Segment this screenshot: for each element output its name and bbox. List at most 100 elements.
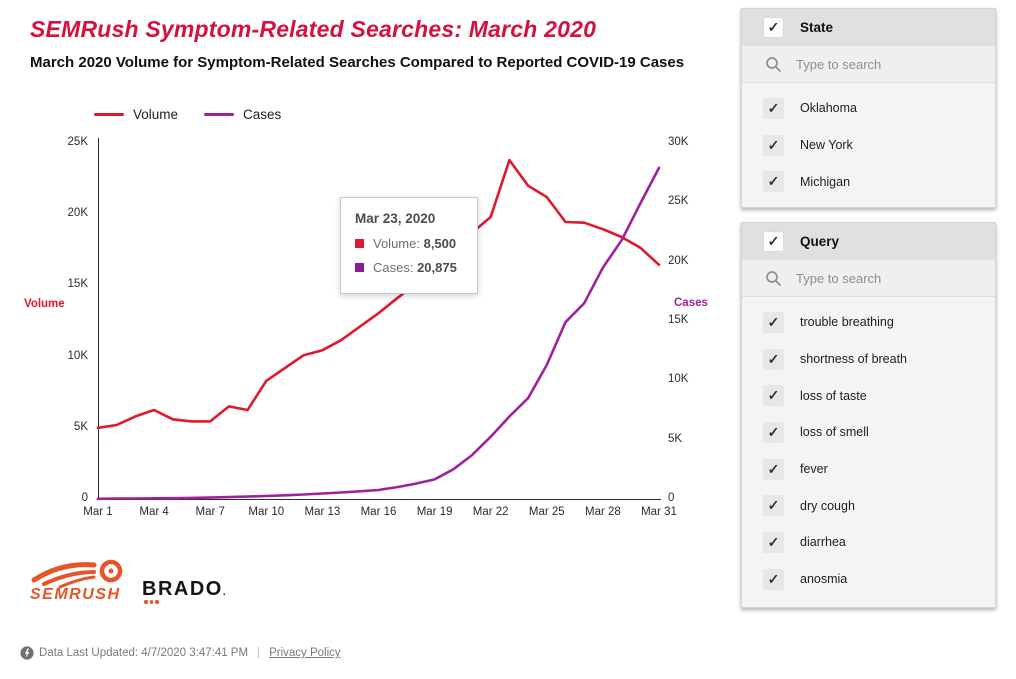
state-search-input[interactable] <box>796 56 966 72</box>
footer-separator: | <box>257 647 261 659</box>
checkbox-checked-icon[interactable]: ✓ <box>763 531 784 553</box>
x-axis-tick: Mar 19 <box>416 506 453 518</box>
filter-query-search[interactable] <box>742 260 995 297</box>
filter-item-diarrhea[interactable]: ✓ diarrhea <box>742 524 995 561</box>
filter-item-Michigan[interactable]: ✓ Michigan <box>742 163 995 200</box>
brado-period: . <box>222 587 228 598</box>
filter-item-Oklahoma[interactable]: ✓ Oklahoma <box>742 90 995 127</box>
x-axis-tick: Mar 13 <box>304 506 341 518</box>
filter-panel-state: ✓ State ✓ Oklahoma ✓ New York ✓ Michigan <box>741 8 996 208</box>
query-search-input[interactable] <box>796 270 966 286</box>
filter-item-label: dry cough <box>800 498 855 513</box>
privacy-policy-link[interactable]: Privacy Policy <box>269 647 341 659</box>
filter-item-loss-of-smell[interactable]: ✓ loss of smell <box>742 414 995 451</box>
x-axis-tick: Mar 22 <box>472 506 509 518</box>
x-axis-tick: Mar 10 <box>248 506 285 518</box>
brado-wordmark: BRADO <box>142 578 223 600</box>
y-axis-right-tick: 5K <box>668 432 683 445</box>
filter-item-label: Oklahoma <box>800 101 857 116</box>
brado-logo: BRADO. <box>142 578 228 604</box>
checkbox-checked-icon[interactable]: ✓ <box>763 568 784 590</box>
tooltip-measure: Cases: 20,875 <box>373 260 457 275</box>
y-axis-right-tick: 10K <box>668 373 689 386</box>
tooltip-date: Mar 23, 2020 <box>355 211 436 226</box>
search-icon <box>766 56 781 72</box>
semrush-logo: SEMRUSH <box>30 586 121 603</box>
left-axis-title: Volume <box>24 298 65 310</box>
brado-dots-icon <box>144 600 159 604</box>
checkbox-checked-icon[interactable]: ✓ <box>763 17 784 38</box>
filter-item-label: loss of smell <box>800 425 869 440</box>
filter-state-header[interactable]: ✓ State <box>742 9 995 46</box>
y-axis-right-tick: 25K <box>668 195 689 208</box>
data-source-bolt-icon <box>20 646 34 660</box>
x-axis-tick: Mar 16 <box>360 506 397 518</box>
checkbox-checked-icon[interactable]: ✓ <box>763 97 784 119</box>
y-axis-left-tick: 10K <box>67 349 88 362</box>
x-axis-tick: Mar 4 <box>139 506 169 518</box>
search-icon <box>766 270 781 286</box>
semrush-flame-icon <box>31 559 123 589</box>
legend-label: Volume <box>133 107 179 122</box>
filter-state-search[interactable] <box>742 46 995 83</box>
checkbox-checked-icon[interactable]: ✓ <box>763 458 784 480</box>
tooltip-row: Cases: 20,875 <box>355 260 463 275</box>
filter-item-New-York[interactable]: ✓ New York <box>742 127 995 164</box>
filter-item-label: shortness of breath <box>800 352 908 367</box>
filter-item-label: loss of taste <box>800 388 867 403</box>
x-axis-tick: Mar 28 <box>584 506 621 518</box>
filter-item-dry-cough[interactable]: ✓ dry cough <box>742 487 995 524</box>
tooltip-measure: Volume: 8,500 <box>373 236 457 251</box>
page-subtitle: March 2020 Volume for Symptom-Related Se… <box>30 54 685 71</box>
filter-item-label: Michigan <box>800 174 851 189</box>
page-title: SEMRush Symptom-Related Searches: March … <box>30 16 597 42</box>
y-axis-left-tick: 5K <box>73 420 88 433</box>
y-axis-left-tick: 20K <box>67 207 88 220</box>
legend-swatch-volume <box>94 113 124 116</box>
x-axis-tick: Mar 25 <box>528 506 565 518</box>
filter-state-title: State <box>800 20 834 35</box>
tooltip-swatch-icon <box>355 263 364 272</box>
chart-tooltip: Mar 23, 2020 Volume: 8,500 Cases: 20,875 <box>340 197 478 294</box>
legend-item[interactable]: Cases <box>204 107 281 122</box>
x-axis-tick: Mar 31 <box>641 506 677 518</box>
y-axis-left-tick: 15K <box>67 278 88 291</box>
tooltip-rows: Volume: 8,500 Cases: 20,875 <box>355 236 463 275</box>
y-axis-right-tick: 0 <box>668 492 675 504</box>
y-axis-right-tick: 20K <box>668 254 689 267</box>
x-axis-tick: Mar 1 <box>83 506 113 518</box>
tooltip-row: Volume: 8,500 <box>355 236 463 251</box>
checkbox-checked-icon[interactable]: ✓ <box>763 231 784 252</box>
legend-label: Cases <box>243 107 282 122</box>
tooltip-swatch-icon <box>355 239 364 248</box>
checkbox-checked-icon[interactable]: ✓ <box>763 348 784 370</box>
right-axis-title: Cases <box>674 297 708 309</box>
filter-panel-query: ✓ Query ✓ trouble breathing ✓ shortness of … <box>741 222 996 608</box>
checkbox-checked-icon[interactable]: ✓ <box>763 385 784 407</box>
y-axis-left-tick: 25K <box>67 136 88 148</box>
last-updated-text: Data Last Updated: 4/7/2020 3:47:41 PM <box>39 647 249 659</box>
filter-item-shortness-of-breath[interactable]: ✓ shortness of breath <box>742 341 995 378</box>
x-axis-tick: Mar 7 <box>195 506 225 518</box>
filter-query-header[interactable]: ✓ Query <box>742 223 995 260</box>
legend-item[interactable]: Volume <box>94 107 178 122</box>
y-axis-right-tick: 30K <box>668 136 689 148</box>
filter-item-label: trouble breathing <box>800 315 894 330</box>
filter-item-label: diarrhea <box>800 535 846 550</box>
y-axis-right-tick: 15K <box>668 314 689 326</box>
checkbox-checked-icon[interactable]: ✓ <box>763 421 784 443</box>
checkbox-checked-icon[interactable]: ✓ <box>763 495 784 517</box>
filter-item-anosmia[interactable]: ✓ anosmia <box>742 561 995 598</box>
filter-item-fever[interactable]: ✓ fever <box>742 451 995 488</box>
checkbox-checked-icon[interactable]: ✓ <box>763 171 784 193</box>
filter-item-label: fever <box>800 462 828 477</box>
filter-query-title: Query <box>800 234 840 249</box>
checkbox-checked-icon[interactable]: ✓ <box>763 311 784 333</box>
y-axis-left-tick: 0 <box>81 492 88 504</box>
filter-item-trouble-breathing[interactable]: ✓ trouble breathing <box>742 304 995 341</box>
filter-item-label: New York <box>800 138 853 153</box>
footer-status-bar: Data Last Updated: 4/7/2020 3:47:41 PM |… <box>20 646 341 660</box>
filter-item-loss-of-taste[interactable]: ✓ loss of taste <box>742 377 995 414</box>
checkbox-checked-icon[interactable]: ✓ <box>763 134 784 156</box>
